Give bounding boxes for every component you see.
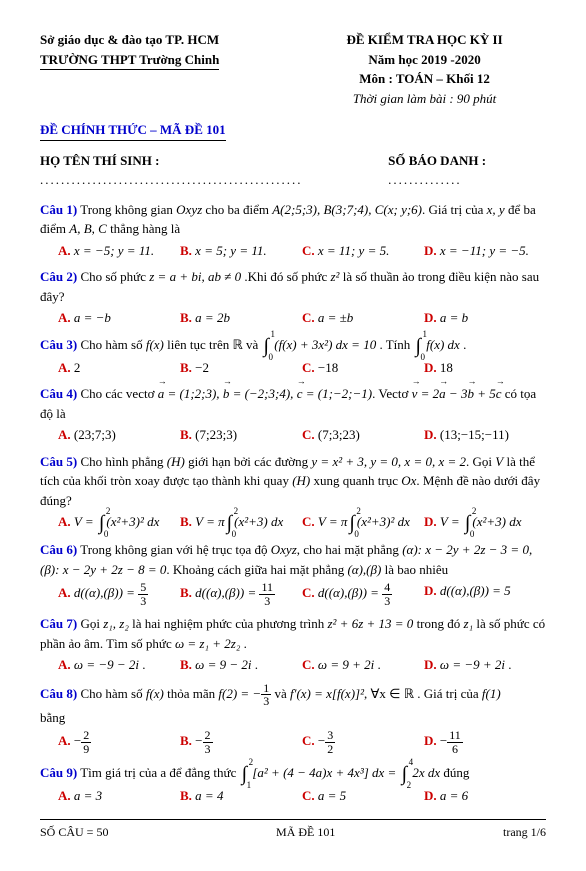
student-info: HỌ TÊN THÍ SINH : SỐ BÁO DANH : ........… (40, 151, 546, 190)
question-5: Câu 5) Cho hình phẳng (H) giới hạn bởi c… (40, 452, 546, 534)
question-7: Câu 7) Gọi z₁, z₂ là hai nghiệm phức của… (40, 614, 546, 675)
exam-title: ĐỀ KIỂM TRA HỌC KỲ II (303, 30, 546, 50)
dept: Sở giáo dục & đào tạo TP. HCM (40, 30, 283, 50)
question-4: Câu 4) Cho các vectơ a = (1;2;3), b = (−… (40, 384, 546, 445)
header-right: ĐỀ KIỂM TRA HỌC KỲ II Năm học 2019 -2020… (303, 30, 546, 108)
school: TRƯỜNG THPT Trường Chinh (40, 50, 283, 71)
question-9: Câu 9) Tìm giá trị của a để đẳng thức ∫2… (40, 763, 546, 806)
subject: Môn : TOÁN – Khối 12 (303, 69, 546, 89)
footer-page: trang 1/6 (503, 823, 546, 841)
question-6: Câu 6) Trong không gian với hệ trục tọa … (40, 540, 546, 607)
question-3: Câu 3) Cho hàm số f(x) liên tục trên ℝ v… (40, 335, 546, 378)
footer-code: MÃ ĐỀ 101 (276, 823, 335, 841)
year: Năm học 2019 -2020 (303, 50, 546, 70)
question-1: Câu 1) Trong không gian Oxyz cho ba điểm… (40, 200, 546, 261)
id-label: SỐ BÁO DANH : (388, 153, 486, 168)
question-8: Câu 8) Cho hàm số f(x) thỏa mãn f(2) = −… (40, 682, 546, 756)
header-left: Sở giáo dục & đào tạo TP. HCM TRƯỜNG THP… (40, 30, 283, 108)
student-label: HỌ TÊN THÍ SINH : (40, 153, 159, 168)
question-2: Câu 2) Cho số phức z = a + bi, ab ≠ 0 .K… (40, 267, 546, 328)
header: Sở giáo dục & đào tạo TP. HCM TRƯỜNG THP… (40, 30, 546, 108)
footer-count: SỐ CÂU = 50 (40, 823, 108, 841)
code-title: ĐỀ CHÍNH THỨC – MÃ ĐỀ 101 (40, 120, 546, 141)
duration: Thời gian làm bài : 90 phút (303, 89, 546, 109)
